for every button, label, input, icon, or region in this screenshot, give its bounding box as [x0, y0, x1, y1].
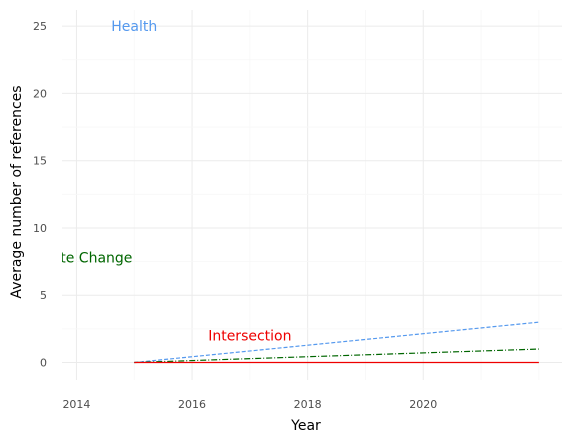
series-line-health: [134, 321, 539, 364]
series-layer: [134, 321, 539, 364]
y-tick-label: 5: [40, 289, 47, 302]
y-tick-label: 20: [33, 87, 47, 100]
annotation-layer: Health Climate Change Intersection: [20, 19, 292, 345]
y-axis-ticks: 0 5 10 15 20 25: [33, 20, 47, 369]
x-tick-label: 2018: [294, 398, 322, 411]
y-tick-label: 10: [33, 222, 47, 235]
series-label-climate-change: Climate Change: [20, 251, 132, 267]
grid: [62, 10, 562, 380]
series-label-health: Health: [111, 19, 157, 35]
y-tick-label: 15: [33, 155, 47, 168]
y-tick-label: 25: [33, 20, 47, 33]
x-axis-ticks: 2014 2016 2018 2020: [62, 398, 437, 411]
x-axis-title: Year: [290, 418, 321, 434]
series-label-intersection: Intersection: [208, 329, 291, 345]
y-axis-title: Average number of references: [9, 85, 25, 298]
x-tick-label: 2016: [178, 398, 206, 411]
x-tick-label: 2014: [62, 398, 90, 411]
series-line-climate-change: [134, 348, 539, 364]
y-tick-label: 0: [40, 357, 47, 370]
x-tick-label: 2020: [409, 398, 437, 411]
